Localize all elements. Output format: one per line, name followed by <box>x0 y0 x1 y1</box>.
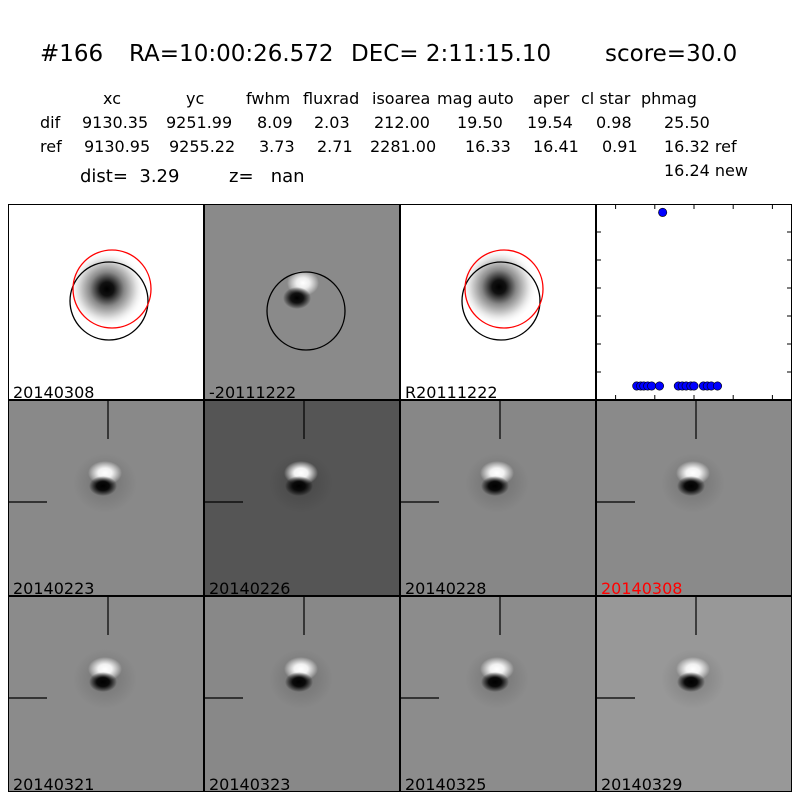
data-point <box>647 381 657 391</box>
star-blob <box>461 249 537 325</box>
cutout-image <box>401 401 595 595</box>
data-point <box>658 207 668 217</box>
ra-coordinate: RA=10:00:26.572 <box>129 41 334 67</box>
cutout-image <box>205 597 399 791</box>
panel-date-label: 20140226 <box>209 579 291 596</box>
reference-image-panel[interactable]: 20140308 <box>8 204 204 400</box>
cutout-image <box>597 597 791 791</box>
panel-date-label: 20140223 <box>13 579 95 596</box>
panel-date-label: 20140321 <box>13 775 95 792</box>
plot-frame <box>596 204 792 400</box>
table-cell: 9255.22 <box>169 137 236 156</box>
aperture-circle-black <box>461 261 541 341</box>
panel-date-label: 20140325 <box>405 775 487 792</box>
reference-image-panel[interactable]: R20111222 <box>400 204 596 400</box>
row-label-ref: ref <box>40 137 62 156</box>
cutout-panel[interactable]: 20140323 <box>204 596 400 792</box>
panel-date-label: R20111222 <box>405 383 498 400</box>
candidate-id: #166 <box>40 41 104 67</box>
cutout-panel[interactable]: 20140325 <box>400 596 596 792</box>
table-cell: 16.33 <box>465 137 511 156</box>
negative-residual <box>677 672 705 692</box>
panel-date-label: 20140329 <box>601 775 683 792</box>
data-point <box>689 381 699 391</box>
negative-residual <box>677 476 705 496</box>
cutout-panel[interactable]: 20140321 <box>8 596 204 792</box>
table-cell: 3.73 <box>259 137 295 156</box>
panel-date-label: 20140308 <box>601 579 683 596</box>
difference-image-panel[interactable]: -20111222 <box>204 204 400 400</box>
panel-date-label: 20140308 <box>13 383 95 400</box>
aperture-circle-red <box>464 249 544 329</box>
aperture-circle-black <box>266 271 346 351</box>
table-cell: 16.32 ref <box>664 137 737 156</box>
negative-residual <box>89 672 117 692</box>
negative-residual <box>285 476 313 496</box>
table-cell: 0.98 <box>596 113 632 132</box>
cutout-image <box>205 401 399 595</box>
cutout-panel[interactable]: 20140226 <box>204 400 400 596</box>
table-cell: 9130.35 <box>82 113 149 132</box>
table-cell: 2.71 <box>317 137 353 156</box>
negative-residual <box>89 476 117 496</box>
reference-image <box>69 249 152 341</box>
table-cell: 16.41 <box>533 137 579 156</box>
cutout-panel[interactable]: 20140308 <box>596 400 792 596</box>
table-cell: 9251.99 <box>166 113 233 132</box>
reference-image <box>461 249 544 341</box>
dist-value: dist= 3.29 <box>80 166 180 187</box>
table-cell: 212.00 <box>374 113 430 132</box>
table-cell: 2281.00 <box>370 137 437 156</box>
negative-residual <box>283 287 311 309</box>
col-header-aper: aper <box>533 89 570 108</box>
difference-image <box>205 205 399 399</box>
table-cell: 19.50 <box>457 113 503 132</box>
table-cell: 19.54 <box>527 113 573 132</box>
panel-date-label: 20140228 <box>405 579 487 596</box>
z-value: z= nan <box>229 166 305 187</box>
table-cell: 0.91 <box>602 137 638 156</box>
light-curve-chart: 1920212223242526−100−50050100 <box>574 195 800 432</box>
negative-residual <box>481 672 509 692</box>
table-cell: 25.50 <box>664 113 710 132</box>
table-cell: 8.09 <box>257 113 293 132</box>
panel-date-label: -20111222 <box>209 383 297 400</box>
cutout-image <box>401 597 595 791</box>
cutout-panel[interactable]: 20140223 <box>8 400 204 596</box>
aperture-circle-red <box>72 249 152 329</box>
dec-coordinate: DEC= 2:11:15.10 <box>351 41 552 67</box>
data-point <box>713 381 723 391</box>
score-value: score=30.0 <box>605 41 738 67</box>
star-blob <box>69 251 145 327</box>
cutout-image <box>597 401 791 595</box>
negative-residual <box>481 476 509 496</box>
cutout-panel[interactable]: 20140228 <box>400 400 596 596</box>
table-cell: 9130.95 <box>84 137 151 156</box>
cutout-image <box>9 401 203 595</box>
panel-date-label: 20140323 <box>209 775 291 792</box>
col-header-xc: xc <box>103 89 121 108</box>
table-cell: 2.03 <box>314 113 350 132</box>
col-header-yc: yc <box>186 89 205 108</box>
row-label-dif: dif <box>40 113 61 132</box>
aperture-circle-black <box>69 261 149 341</box>
data-point <box>655 381 665 391</box>
col-header-phmag: phmag <box>641 89 697 108</box>
col-header-mag-auto: mag auto <box>437 89 514 108</box>
new-phmag: 16.24 new <box>664 161 748 180</box>
col-header-cl-star: cl star <box>581 89 631 108</box>
cutout-panel[interactable]: 20140329 <box>596 596 792 792</box>
cutout-image <box>9 597 203 791</box>
col-header-fluxrad: fluxrad <box>303 89 360 108</box>
col-header-fwhm: fwhm <box>246 89 291 108</box>
col-header-isoarea: isoarea <box>372 89 431 108</box>
negative-residual <box>285 672 313 692</box>
light-curve-svg: 1920212223242526−100−50050100 <box>574 195 792 423</box>
